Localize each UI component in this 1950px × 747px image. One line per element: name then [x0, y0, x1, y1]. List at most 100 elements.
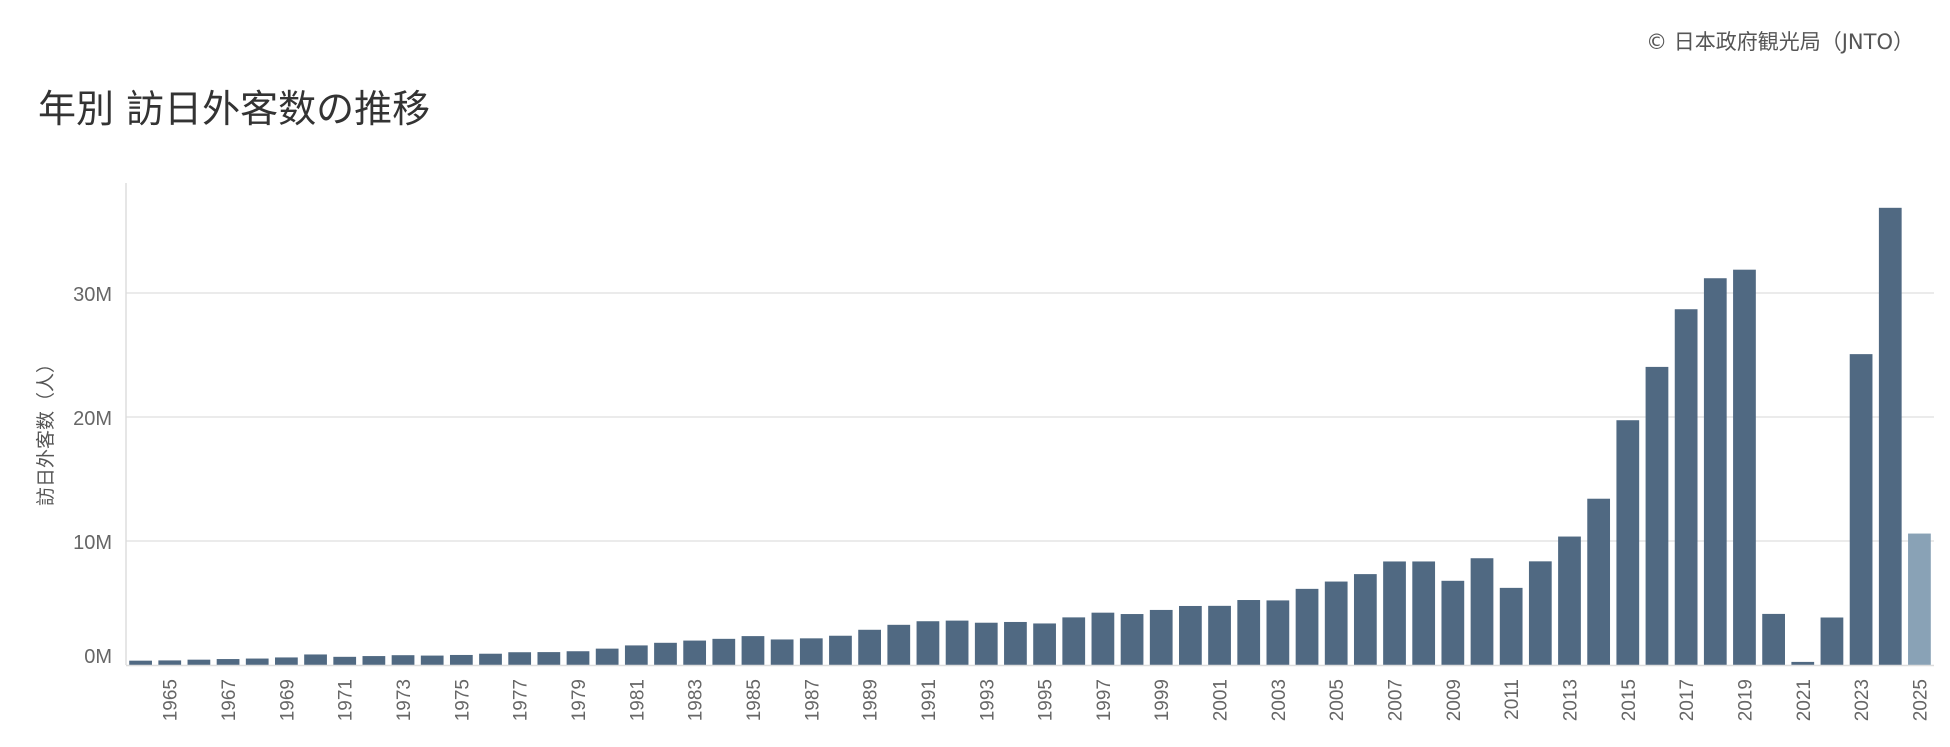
x-tick-label: 1971	[336, 679, 357, 721]
bar-2007[interactable]	[1383, 561, 1406, 665]
bar-1984[interactable]	[712, 638, 736, 665]
bar-1981[interactable]	[624, 645, 648, 665]
x-tick-label: 2013	[1561, 679, 1582, 721]
bar-1997[interactable]	[1091, 612, 1115, 665]
bar-1964[interactable]	[129, 660, 152, 665]
x-tick-label: 1987	[802, 679, 823, 721]
x-tick-label: 1967	[219, 679, 240, 721]
x-tick-label: 2009	[1444, 679, 1465, 721]
x-tick-label: 1985	[744, 679, 765, 721]
bar-1999[interactable]	[1149, 609, 1173, 665]
x-tick-label: 1977	[511, 679, 532, 721]
bar-1995[interactable]	[1033, 623, 1056, 665]
y-axis-label: 訪日外客数（人）	[35, 354, 57, 506]
bar-1993[interactable]	[974, 622, 998, 665]
bar-2019[interactable]	[1733, 269, 1756, 665]
x-tick-label: 1989	[861, 679, 882, 721]
x-tick-label: 1983	[686, 679, 707, 721]
x-tick-label: 2023	[1852, 679, 1873, 721]
bar-2018[interactable]	[1703, 278, 1727, 665]
bar-1998[interactable]	[1120, 614, 1144, 665]
bar-2014[interactable]	[1587, 498, 1611, 665]
bar-1979[interactable]	[566, 651, 590, 665]
bar-2004[interactable]	[1295, 588, 1319, 665]
x-tick-label: 2003	[1269, 679, 1290, 721]
bar-2005[interactable]	[1324, 581, 1348, 665]
bar-2023[interactable]	[1849, 354, 1873, 665]
x-tick-label: 1981	[627, 679, 648, 721]
source-credit: © 日本政府観光局（JNTO）	[1646, 30, 1914, 54]
x-tick-label: 1969	[277, 679, 298, 721]
x-tick-label: 2001	[1211, 679, 1232, 721]
bar-2016[interactable]	[1645, 366, 1669, 665]
y-tick-label: 10M	[73, 532, 112, 554]
bar-2012[interactable]	[1528, 561, 1552, 665]
bar-2003[interactable]	[1266, 600, 1290, 665]
bar-2000[interactable]	[1179, 605, 1202, 665]
bar-1974[interactable]	[420, 655, 444, 665]
bar-2010[interactable]	[1470, 558, 1494, 665]
bar-1991[interactable]	[916, 621, 940, 665]
x-tick-label: 2011	[1502, 679, 1523, 720]
bar-1990[interactable]	[887, 624, 911, 665]
bar-2009[interactable]	[1441, 580, 1465, 665]
bar-1994[interactable]	[1004, 621, 1027, 665]
x-tick-label: 2025	[1910, 679, 1931, 721]
bar-2013[interactable]	[1558, 536, 1581, 665]
bar-2022[interactable]	[1820, 617, 1844, 665]
x-tick-label: 1991	[919, 679, 940, 721]
bar-1983[interactable]	[683, 640, 707, 665]
x-tick-label: 2019	[1736, 679, 1757, 721]
bar-1980[interactable]	[595, 648, 619, 665]
bar-2001[interactable]	[1208, 605, 1231, 665]
bar-2021[interactable]	[1791, 661, 1815, 665]
x-tick-label: 1995	[1036, 679, 1057, 721]
bar-1969[interactable]	[275, 657, 298, 665]
bar-1970[interactable]	[304, 654, 327, 665]
x-tick-label: 2005	[1327, 679, 1348, 721]
bar-1985[interactable]	[741, 636, 765, 665]
bar-1973[interactable]	[391, 655, 415, 665]
bar-1986[interactable]	[770, 639, 794, 665]
bar-1975[interactable]	[449, 654, 473, 665]
bar-1987[interactable]	[799, 638, 823, 665]
bar-1988[interactable]	[829, 635, 852, 665]
bar-2017[interactable]	[1674, 309, 1698, 665]
chart-title: 年別 訪日外客数の推移	[38, 87, 431, 131]
axes	[125, 183, 1934, 667]
bar-1965[interactable]	[158, 660, 182, 665]
bar-1992[interactable]	[945, 620, 969, 665]
x-tick-label: 1999	[1152, 679, 1173, 721]
y-tick-label: 0M	[84, 646, 112, 668]
x-tick-label: 2017	[1677, 679, 1698, 721]
bar-1968[interactable]	[245, 658, 269, 665]
bar-2024[interactable]	[1878, 207, 1902, 665]
bar-2020[interactable]	[1762, 613, 1785, 665]
x-tick-label: 1997	[1094, 679, 1115, 721]
bar-1989[interactable]	[858, 629, 881, 665]
bar-1982[interactable]	[654, 642, 677, 665]
x-tick-label: 1979	[569, 679, 590, 721]
bar-1967[interactable]	[216, 659, 240, 665]
x-tick-label: 1975	[452, 679, 473, 721]
bar-1966[interactable]	[187, 659, 211, 665]
x-tick-label: 1965	[161, 679, 182, 721]
bar-2002[interactable]	[1237, 600, 1261, 665]
y-tick-label: 20M	[73, 408, 112, 430]
bar-2025[interactable]	[1908, 533, 1931, 665]
bar-1972[interactable]	[362, 656, 386, 665]
bar-1977[interactable]	[508, 652, 532, 665]
bar-2011[interactable]	[1499, 587, 1523, 665]
bar-1976[interactable]	[479, 653, 502, 665]
bar-1978[interactable]	[537, 652, 561, 665]
x-tick-label: 1993	[977, 679, 998, 721]
bar-2015[interactable]	[1616, 420, 1640, 665]
x-tick-labels: 1965 1967 1969 1971 1973 1975 1977 1979 1981 1983…	[161, 679, 1932, 721]
bar-1971[interactable]	[333, 656, 357, 665]
bar-1996[interactable]	[1062, 617, 1086, 665]
x-tick-label: 1973	[394, 679, 415, 721]
bar-2006[interactable]	[1353, 574, 1377, 665]
bar-2008[interactable]	[1412, 561, 1436, 665]
y-tick-label: 30M	[73, 284, 112, 306]
